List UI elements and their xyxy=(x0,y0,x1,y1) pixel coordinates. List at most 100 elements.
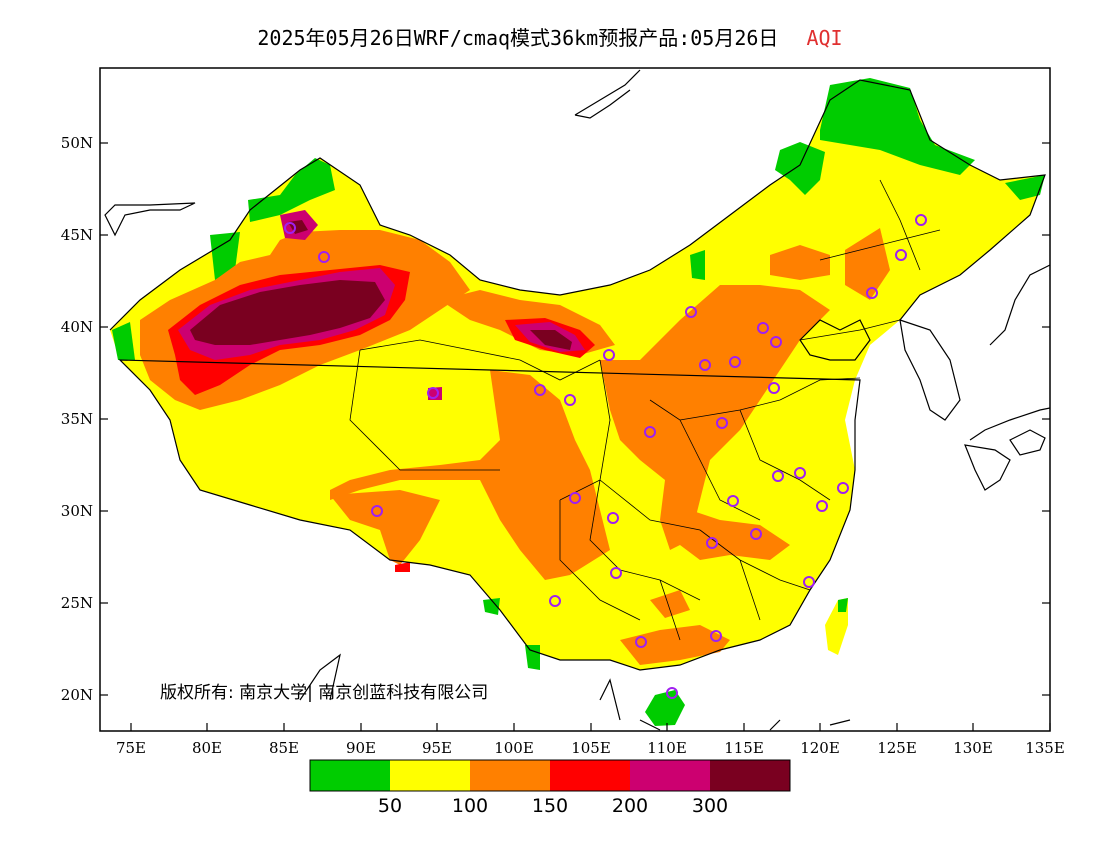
sakhalin-coast xyxy=(574,69,641,119)
station-marker xyxy=(770,336,782,348)
station-marker xyxy=(710,630,722,642)
station-marker xyxy=(866,287,878,299)
station-marker xyxy=(727,495,739,507)
lon-label: 105E xyxy=(571,739,611,757)
copyright-text: 版权所有: 南京大学| 南京创蓝科技有限公司 xyxy=(160,683,488,703)
korea-coast xyxy=(899,319,961,421)
station-marker xyxy=(371,505,383,517)
lon-label: 85E xyxy=(269,739,299,757)
lon-label: 90E xyxy=(346,739,376,757)
region-good-northeast xyxy=(820,78,975,175)
legend-outline xyxy=(309,759,791,792)
station-marker xyxy=(757,322,769,334)
station-marker xyxy=(564,394,576,406)
region-good-gansu xyxy=(690,250,705,280)
station-marker xyxy=(318,251,330,263)
lat-label: 45N xyxy=(61,226,93,244)
region-usg-tibet-south xyxy=(330,490,440,565)
station-marker xyxy=(837,482,849,494)
station-marker xyxy=(427,387,439,399)
legend-swatch-unhealthy xyxy=(550,760,630,791)
station-marker xyxy=(284,222,296,234)
legend-label: 300 xyxy=(692,795,728,817)
lat-axis: 50N 45N 40N 35N 30N 25N 20N xyxy=(61,134,1050,704)
lon-label: 130E xyxy=(953,739,993,757)
lon-label: 120E xyxy=(800,739,840,757)
lon-label: 110E xyxy=(647,739,687,757)
map-area: 版权所有: 南京大学| 南京创蓝科技有限公司 xyxy=(104,69,1050,731)
title-main: 2025年05月26日WRF/cmaq模式36km预报产品:05月26日 xyxy=(257,26,779,50)
station-marker xyxy=(549,595,561,607)
japan-coast xyxy=(964,264,1050,491)
station-marker xyxy=(534,384,546,396)
national-border xyxy=(109,79,1046,671)
station-marker xyxy=(569,492,581,504)
legend-label: 150 xyxy=(532,795,568,817)
lon-label: 95E xyxy=(422,739,452,757)
station-marker xyxy=(915,214,927,226)
region-good-yunnan-south xyxy=(525,645,540,670)
station-marker xyxy=(750,528,762,540)
region-moderate xyxy=(110,80,1045,670)
lat-label: 35N xyxy=(61,410,93,428)
lon-label: 135E xyxy=(1025,739,1065,757)
station-marker xyxy=(685,306,697,318)
region-hazardous-ordos xyxy=(530,330,572,350)
color-legend: 50 100 150 200 300 xyxy=(309,759,791,817)
legend-label: 100 xyxy=(452,795,488,817)
station-marker xyxy=(803,576,815,588)
lon-axis: 75E 80E 85E 90E 95E 100E 105E 110E 115E … xyxy=(116,723,1065,757)
station-marker xyxy=(607,512,619,524)
region-good-xinjiang-north xyxy=(248,158,335,222)
legend-swatch-usg xyxy=(470,760,550,791)
station-marker xyxy=(706,537,718,549)
station-marker xyxy=(716,417,728,429)
lat-label: 25N xyxy=(61,594,93,612)
lat-label: 40N xyxy=(61,318,93,336)
region-unhealthy-tibet-spot xyxy=(395,562,410,572)
station-marker xyxy=(816,500,828,512)
legend-swatch-good xyxy=(310,760,390,791)
legend-swatch-hazardous xyxy=(710,760,790,791)
region-good-yunnan xyxy=(483,598,500,615)
station-marker xyxy=(603,349,615,361)
region-good-east xyxy=(1005,175,1045,200)
kazakh-coast xyxy=(104,202,196,237)
legend-label: 50 xyxy=(378,795,402,817)
map-title: 2025年05月26日WRF/cmaq模式36km预报产品:05月26日 AQI xyxy=(0,22,1100,51)
station-marker xyxy=(729,356,741,368)
region-hazardous-tarim xyxy=(190,280,385,345)
lat-label: 30N xyxy=(61,502,93,520)
sea-coast xyxy=(299,653,851,731)
station-marker xyxy=(699,359,711,371)
bohai-coast xyxy=(799,319,871,361)
lon-label: 80E xyxy=(192,739,222,757)
region-very-unhealthy-spot xyxy=(428,387,442,400)
region-usg-central xyxy=(680,510,790,560)
title-variable: AQI xyxy=(806,26,843,50)
region-taiwan xyxy=(825,598,848,655)
station-markers xyxy=(284,214,927,699)
station-marker xyxy=(635,636,647,648)
station-marker xyxy=(768,382,780,394)
region-good-kashgar xyxy=(112,322,135,360)
map-frame xyxy=(99,67,1051,732)
station-marker xyxy=(772,470,784,482)
station-marker xyxy=(610,567,622,579)
legend-label: 200 xyxy=(612,795,648,817)
lat-label: 20N xyxy=(61,686,93,704)
lon-label: 75E xyxy=(116,739,146,757)
region-good-hainan xyxy=(645,690,685,726)
lat-label: 50N xyxy=(61,134,93,152)
station-marker xyxy=(644,426,656,438)
lon-label: 100E xyxy=(494,739,534,757)
region-usg-northeast xyxy=(770,245,830,280)
region-taiwan-good xyxy=(838,598,848,612)
region-usg-guangxi xyxy=(650,590,690,618)
region-usg-qinghai xyxy=(330,370,610,580)
region-usg-liaoning xyxy=(845,228,890,300)
station-marker xyxy=(666,687,678,699)
region-good-inner-mongolia xyxy=(775,142,825,195)
region-usg-north-china xyxy=(600,285,830,550)
